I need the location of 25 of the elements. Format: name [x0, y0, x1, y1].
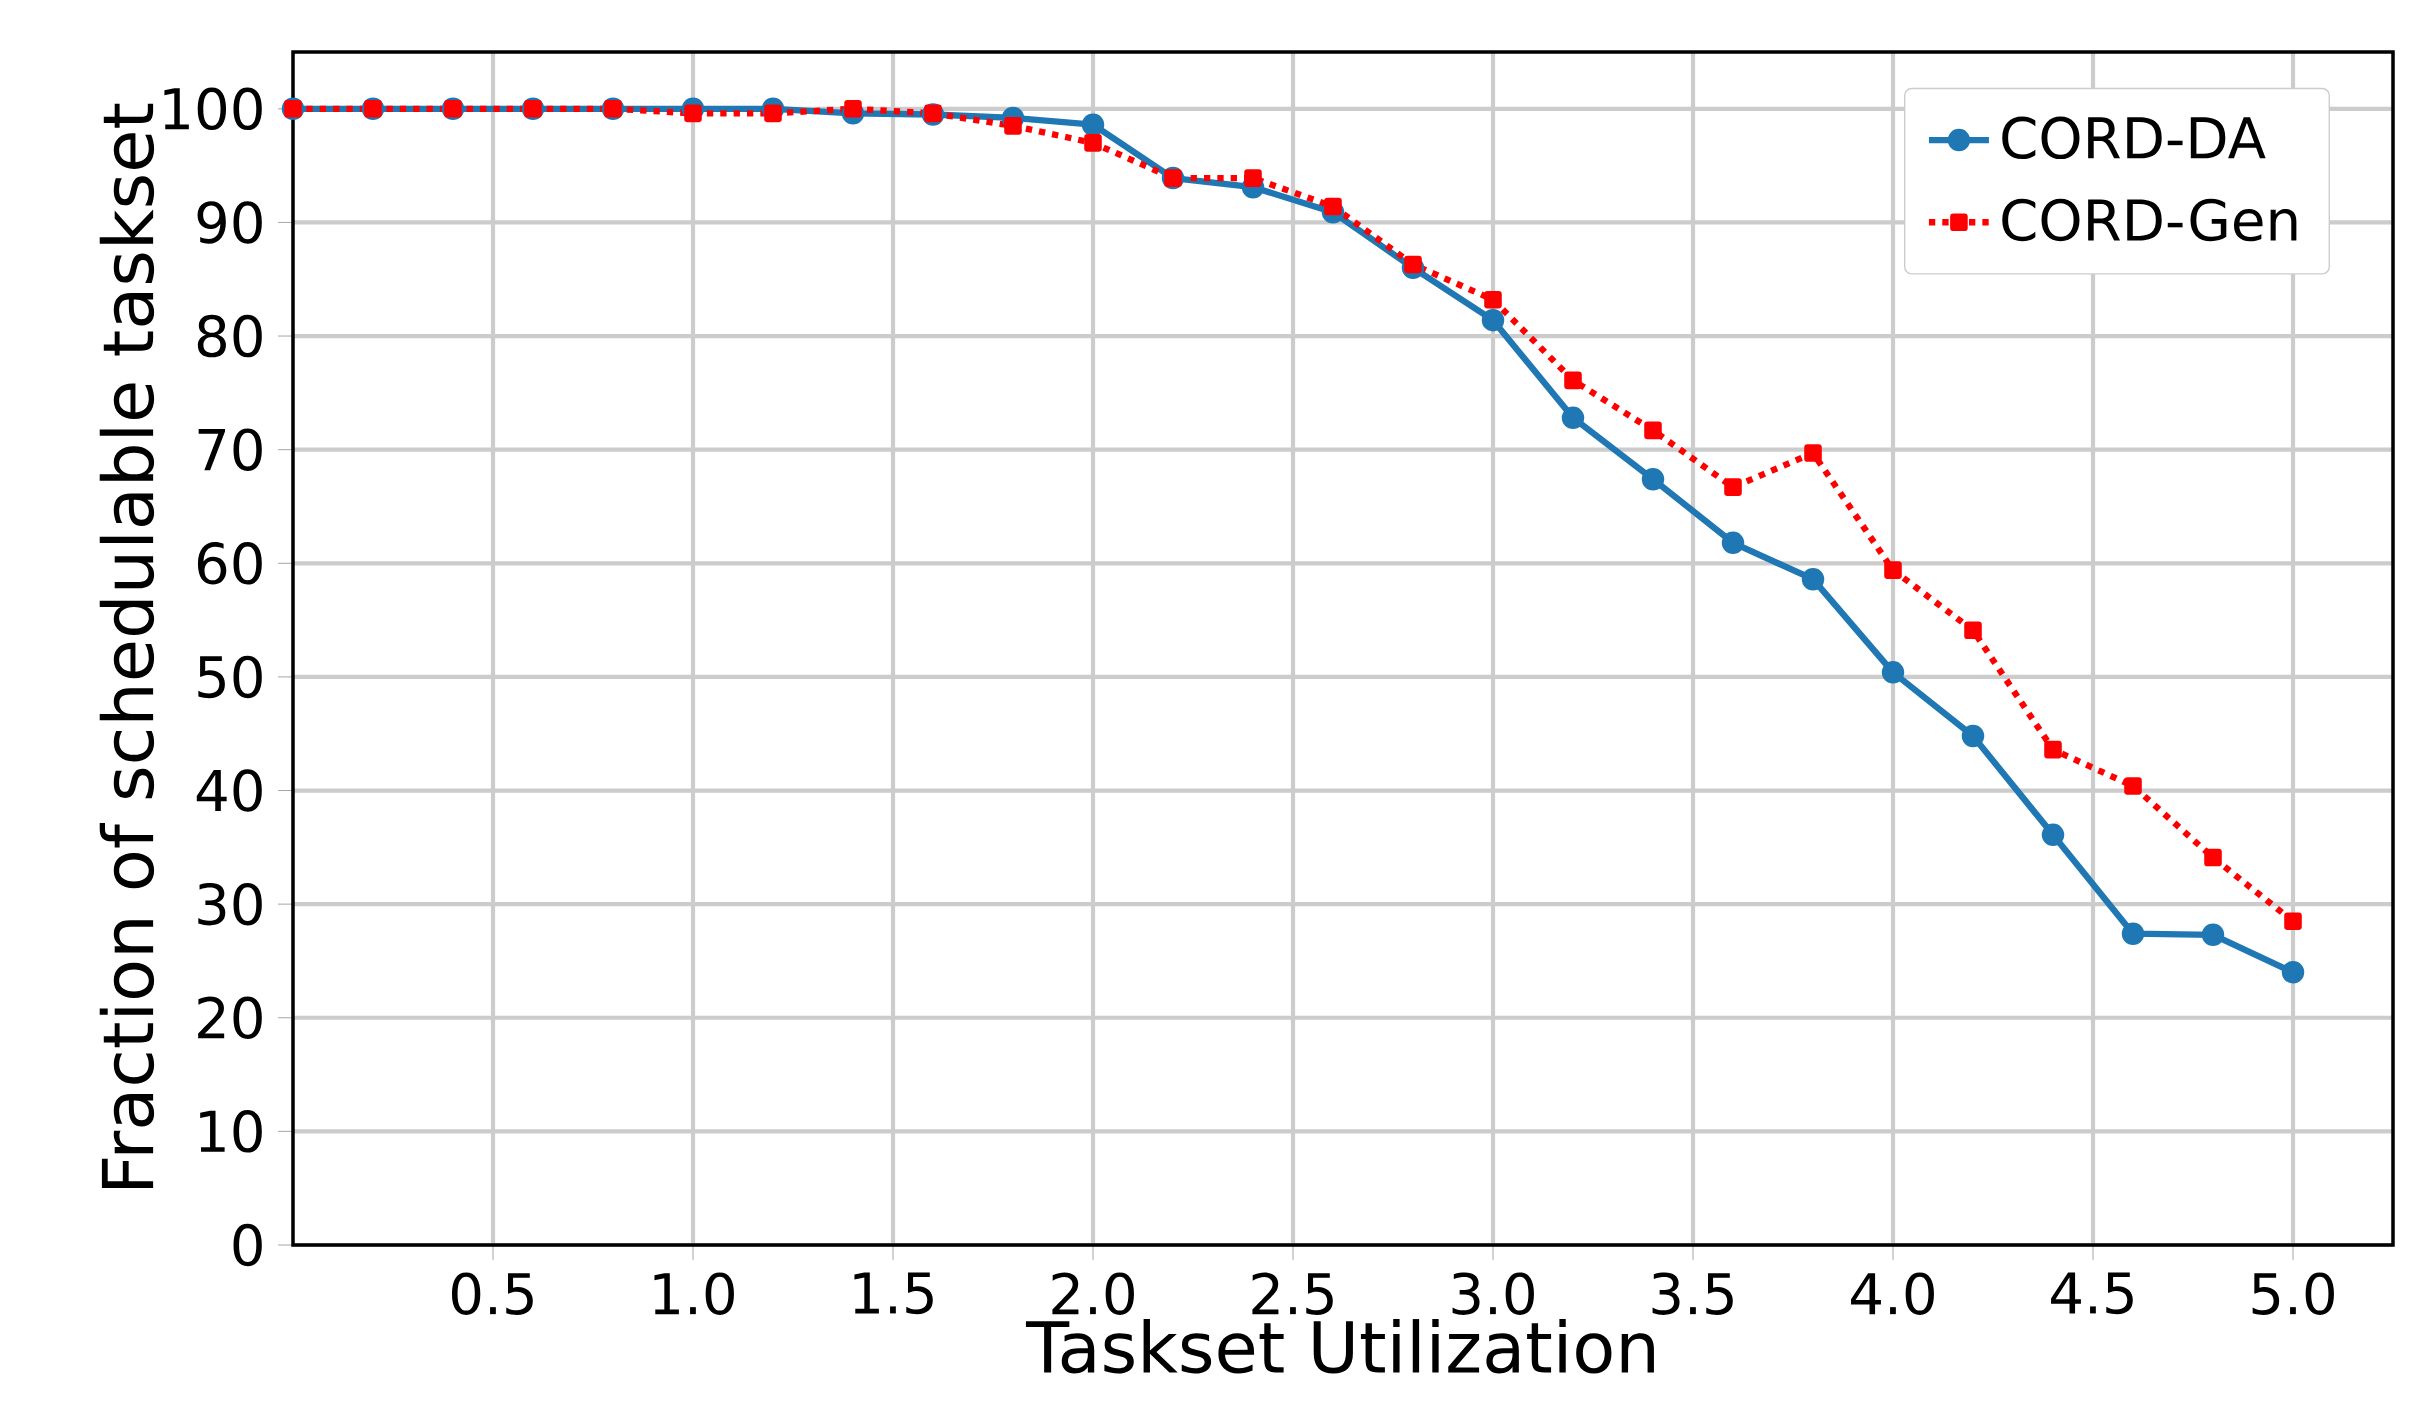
x-axis-title: Taskset Utilization — [1025, 1319, 1654, 1374]
y-tick-label: 50 — [198, 655, 262, 699]
y-tick-label: 90 — [197, 201, 262, 244]
y-tick-label: 40 — [196, 769, 262, 812]
x-tick-label: 1.5 — [854, 1272, 933, 1315]
y-tick-label: 70 — [198, 428, 262, 471]
x-tick-label: 5.0 — [2252, 1272, 2334, 1315]
x-tick-label: 3.5 — [1652, 1272, 1733, 1315]
x-tick-label: 2.5 — [1252, 1272, 1333, 1315]
x-tick-label: 0.5 — [451, 1272, 533, 1315]
y-tick-label: 30 — [198, 882, 262, 926]
y-tick-label: 10 — [200, 1110, 262, 1153]
x-tick-label: 4.0 — [1851, 1272, 1934, 1315]
x-tick-label: 3.0 — [1452, 1272, 1534, 1315]
legend-label: CORD-DA — [2002, 116, 2266, 160]
y-tick-label: 60 — [197, 542, 262, 585]
x-tick-label: 4.5 — [2051, 1272, 2133, 1315]
y-tick-label: 100 — [164, 87, 262, 131]
legend-label: CORD-Gen — [2002, 198, 2297, 242]
x-tick-label: 2.0 — [1052, 1272, 1134, 1315]
y-tick-label: 20 — [198, 996, 262, 1039]
y-axis-title: Fraction of schedulable taskset — [99, 103, 155, 1189]
y-tick-label: 80 — [197, 314, 262, 358]
x-tick-label: 1.0 — [654, 1272, 734, 1315]
y-tick-label: 0 — [233, 1223, 262, 1267]
